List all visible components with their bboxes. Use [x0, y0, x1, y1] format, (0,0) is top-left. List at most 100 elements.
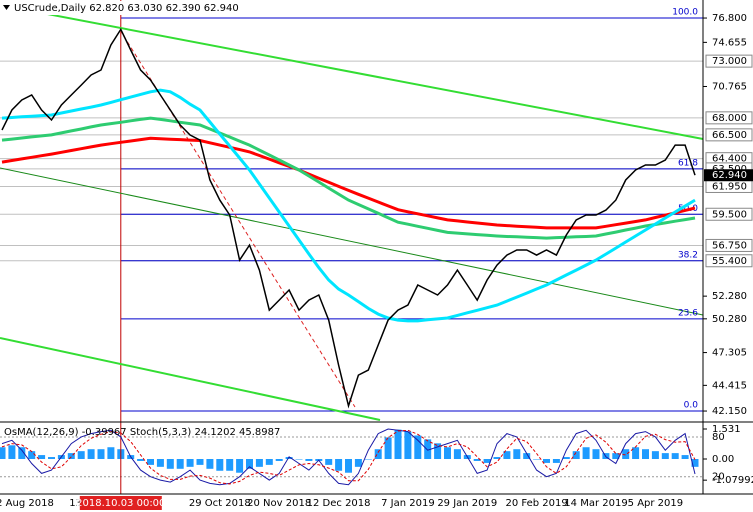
osma-bar: [444, 447, 451, 459]
y-tick-label: 42.150: [712, 406, 747, 417]
osma-bar: [176, 458, 184, 469]
osma-bar: [384, 437, 392, 459]
level-label: 56.750: [712, 240, 747, 251]
osma-bar: [8, 445, 16, 459]
osma-bar: [28, 451, 36, 459]
osma-bar: [246, 458, 253, 469]
level-label: 61.950: [712, 181, 747, 192]
stoch-tick-label: 80: [712, 432, 725, 443]
level-label: 68.000: [712, 113, 747, 124]
x-tick-label: 14 Mar 2019: [564, 498, 627, 509]
fib-label: 38.2: [678, 250, 698, 260]
osma-bar: [255, 458, 263, 467]
x-tick-label: 7 Jan 2019: [381, 498, 435, 509]
y-tick-label: 47.305: [712, 348, 747, 359]
level-label: 55.400: [712, 256, 747, 267]
moving-average: [1, 136, 696, 230]
osma-bar: [582, 447, 590, 459]
stoch-line: [1, 428, 696, 486]
moving-average: [1, 88, 696, 323]
osma-bar: [345, 458, 352, 473]
osma-bar: [681, 455, 689, 459]
trend-line: [0, 167, 704, 316]
osma-bar: [691, 458, 699, 467]
front-layer: 76.800 74.655 70.765 52.280 50.280 47.305 44.4…: [0, 8, 753, 510]
osma-bar: [265, 458, 273, 465]
osma-bar: [543, 458, 550, 463]
osma-bar: [404, 431, 412, 459]
title-background: [0, 1, 240, 15]
osma-bar: [651, 451, 659, 459]
fib-label: 23.6: [678, 308, 698, 318]
y-tick-label: 52.280: [712, 291, 747, 302]
fib-label: 61.8: [678, 158, 698, 168]
trend-line: [0, 337, 381, 421]
y-tick-label: 70.765: [712, 81, 747, 92]
osma-bar: [592, 449, 600, 459]
osma-bar: [226, 458, 234, 471]
osma-bar: [285, 457, 293, 459]
osma-bar: [523, 453, 531, 459]
fib-label: 0.0: [684, 401, 699, 411]
osma-bar: [473, 458, 481, 461]
osma-bar: [513, 449, 521, 459]
y-tick-label: 76.800: [712, 13, 747, 24]
osma-bar: [48, 457, 55, 459]
osma-bar: [147, 458, 154, 465]
osma-bar: [414, 435, 422, 459]
osma-bar: [612, 453, 620, 459]
stoch-tick-label: 20: [712, 472, 725, 483]
level-label: 66.500: [712, 130, 747, 141]
trend-line: [0, 4, 704, 140]
osma-bar: [97, 449, 105, 459]
osma-bar: [374, 449, 382, 459]
osma-bar: [295, 458, 303, 460]
osma-bar: [156, 458, 164, 467]
cursor-date: 2018.10.03 00:00: [76, 498, 165, 509]
level-label-box: [705, 254, 753, 268]
osma-bar: [87, 449, 95, 459]
level-label-box: [705, 54, 753, 68]
osma-bar: [325, 458, 333, 465]
level-label: 59.500: [712, 209, 747, 220]
osc-tick-label: -1.07992: [712, 475, 753, 486]
osma-bar: [166, 458, 174, 469]
osma-bar: [533, 458, 541, 460]
chart-title: USCrude,Daily 62.820 63.030 62.390 62.94…: [14, 3, 239, 14]
osc-tick-label: 1.531: [712, 424, 741, 435]
osma-bar: [642, 449, 649, 459]
osma-bar: [483, 458, 491, 463]
x-tick-label: 22 Aug 2018: [0, 498, 54, 509]
fib-label: 100.0: [672, 8, 698, 18]
osma-bar: [661, 453, 669, 459]
osma-bar: [622, 449, 630, 459]
last-price-label: 62.940: [712, 170, 747, 181]
level-label: 73.000: [712, 56, 747, 67]
osma-bar: [38, 455, 46, 459]
level-label-box: [705, 128, 753, 142]
level-label-box: [705, 207, 753, 221]
x-tick-label: 5 Apr 2019: [628, 498, 683, 509]
osma-bar: [562, 457, 570, 459]
indicator-title: OsMA(12,26,9) -0.39967 Stoch(5,3,3) 24.1…: [4, 427, 280, 438]
x-tick-label: 29 Jan 2019: [437, 498, 497, 509]
osma-bar: [216, 458, 224, 471]
menu-icon[interactable]: [3, 5, 10, 10]
x-tick-label: 12 Dec 2018: [307, 498, 371, 509]
osma-bar: [67, 453, 75, 459]
osma-bar: [503, 451, 511, 459]
osc-tick-label: 0.00: [712, 454, 734, 465]
osma-bar: [196, 458, 204, 465]
x-tick-label: 20 Feb 2019: [505, 498, 567, 509]
osma-bar: [424, 439, 432, 459]
osma-bar: [572, 451, 580, 459]
x-tick-label: 29 Oct 2018: [189, 498, 251, 509]
last-price-box: [704, 169, 753, 182]
osma-bar: [434, 443, 442, 459]
osma-bar: [77, 451, 85, 459]
osma-bar: [305, 458, 313, 461]
price-line: [1, 27, 696, 409]
osma-bar: [453, 449, 461, 459]
